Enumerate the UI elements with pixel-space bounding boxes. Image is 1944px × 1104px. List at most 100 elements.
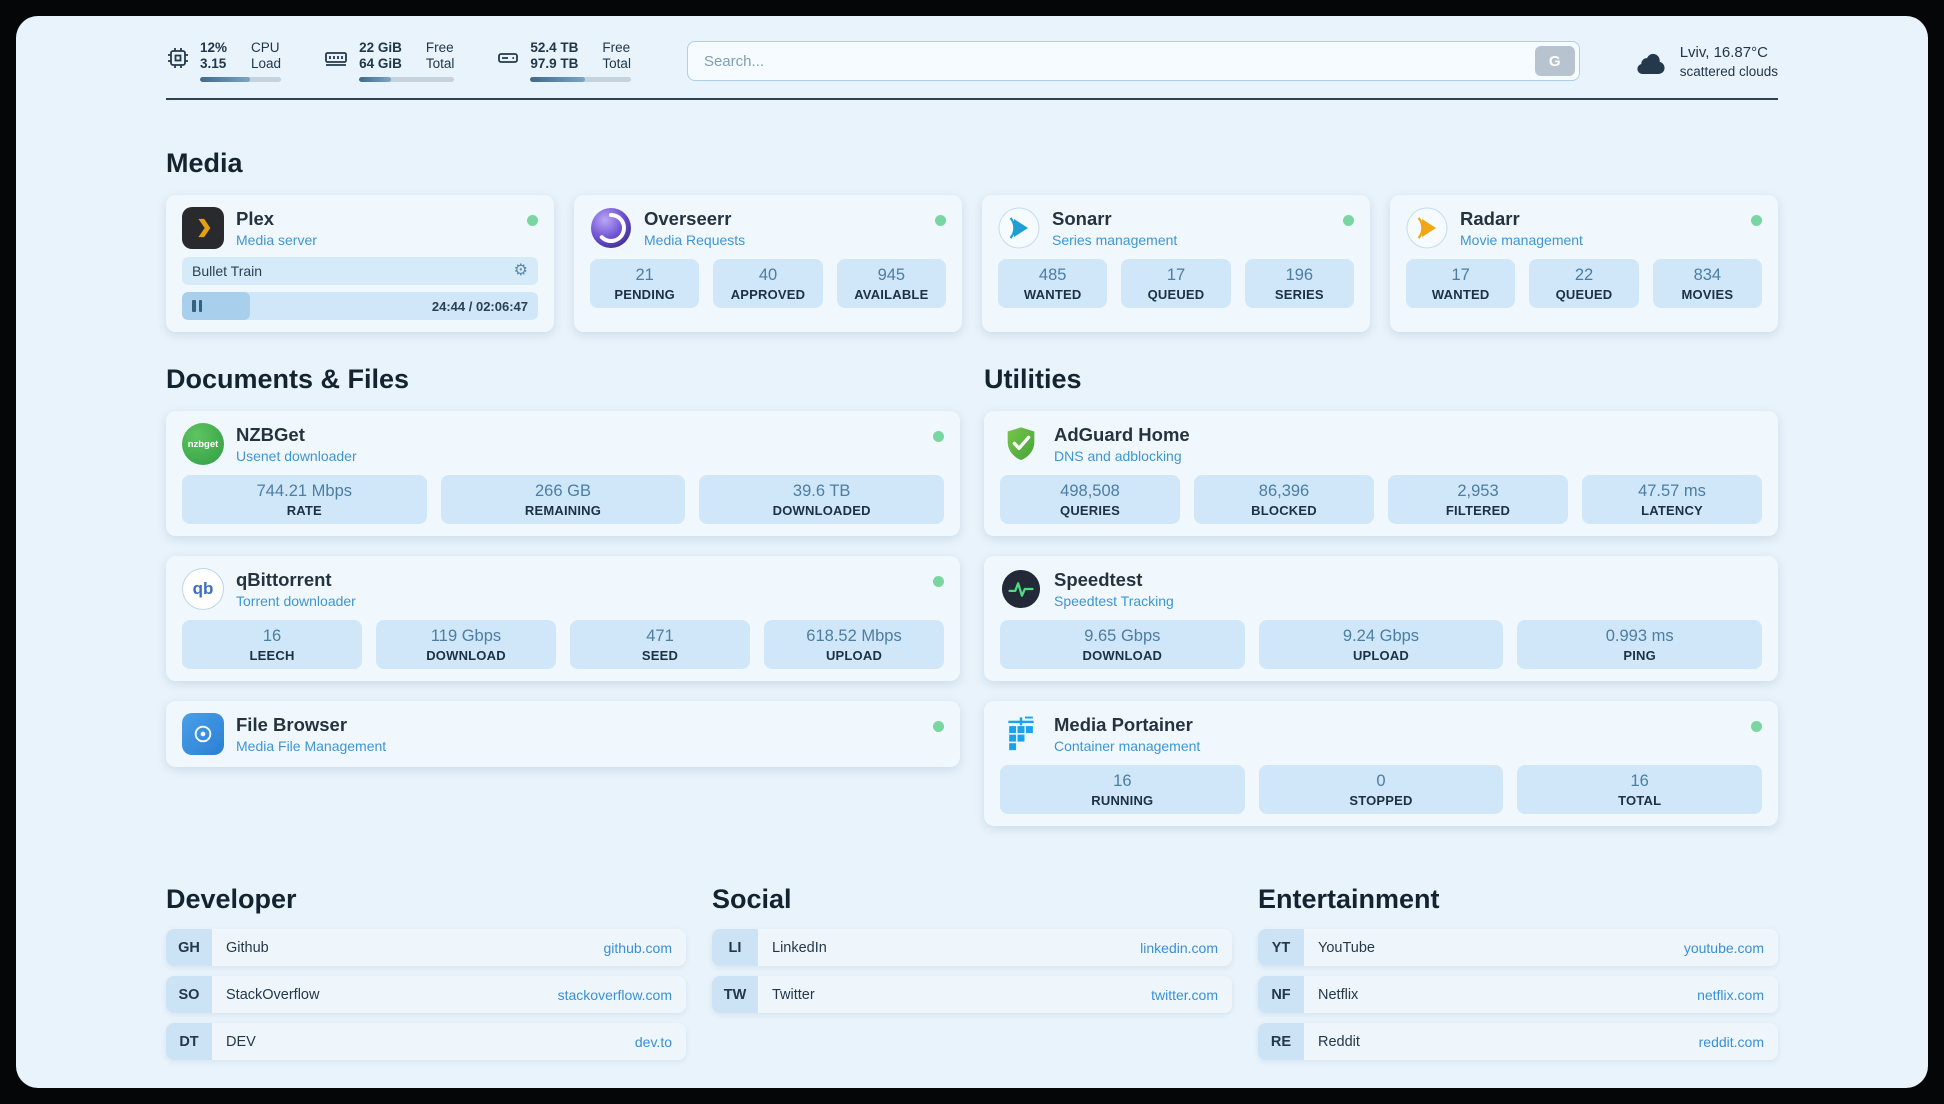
section-title-utilities: Utilities	[984, 364, 1082, 394]
stat-box: 17 WANTED	[1406, 259, 1516, 308]
weather-condition: scattered clouds	[1679, 63, 1778, 79]
sonarr-icon	[998, 207, 1040, 249]
topbar: 12% CPU 3.15 Load 22 GiB	[166, 40, 1778, 82]
bookmark-linkedin[interactable]: LI LinkedIn linkedin.com	[712, 929, 1232, 966]
bookmark-twitter[interactable]: TW Twitter twitter.com	[712, 976, 1232, 1013]
section-title-social: Social	[712, 884, 792, 914]
bookmark-url[interactable]: dev.to	[634, 1033, 672, 1050]
search-engine-button[interactable]: G	[1534, 46, 1575, 76]
bookmark-abbr: RE	[1258, 1023, 1304, 1060]
cpu-label-bottom: Load	[251, 56, 282, 71]
app-card-radarr[interactable]: Radarr Movie management 17 WANTED 22 QUE…	[1390, 195, 1778, 332]
settings-gear-icon[interactable]: ⚙	[513, 262, 528, 279]
cloud-icon	[1637, 53, 1665, 75]
bookmark-url[interactable]: netflix.com	[1697, 986, 1764, 1003]
app-card-sonarr[interactable]: Sonarr Series management 485 WANTED 17 Q…	[982, 195, 1370, 332]
app-card-portainer[interactable]: Media Portainer Container management 16 …	[984, 701, 1778, 826]
bookmark-reddit[interactable]: RE Reddit reddit.com	[1258, 1023, 1778, 1060]
ram-icon	[325, 52, 347, 66]
bookmark-name: YouTube	[1318, 939, 1375, 956]
dashboard-frame: 12% CPU 3.15 Load 22 GiB	[16, 16, 1928, 1088]
section-title-entertainment: Entertainment	[1258, 884, 1440, 914]
playback-progress-bar[interactable]: 24:44 / 02:06:47	[182, 292, 538, 320]
section-media: Media Plex Media server	[166, 148, 1778, 332]
storage-progress-track	[530, 77, 631, 82]
cpu-chip-icon	[168, 48, 188, 68]
storage-total-value: 97.9 TB	[530, 56, 579, 71]
cpu-load-value: 3.15	[200, 56, 227, 71]
pause-icon[interactable]	[192, 300, 202, 312]
stat-box: 17 QUEUED	[1121, 259, 1231, 308]
app-card-nzbget[interactable]: nzbget NZBGet Usenet downloader 744.21 M…	[166, 411, 960, 536]
app-name: qBittorrent	[236, 569, 332, 590]
storage-label-bottom: Total	[602, 56, 631, 71]
bookmark-abbr: GH	[166, 929, 212, 966]
cpu-monitor: 12% CPU 3.15 Load	[166, 40, 282, 82]
app-subtitle: Container management	[1054, 738, 1201, 754]
bookmark-stackoverflow[interactable]: SO StackOverflow stackoverflow.com	[166, 976, 686, 1013]
stat-box: 22 QUEUED	[1529, 259, 1639, 308]
now-playing-title: Bullet Train	[192, 263, 263, 279]
app-name: Sonarr	[1052, 208, 1112, 229]
app-card-qbittorrent[interactable]: qb qBittorrent Torrent downloader 16	[166, 556, 960, 681]
portainer-icon	[1000, 713, 1042, 755]
app-name: NZBGet	[236, 424, 305, 445]
status-dot	[1751, 215, 1762, 226]
storage-progress-fill	[530, 77, 585, 82]
hard-drive-icon	[498, 53, 519, 63]
app-card-adguard[interactable]: AdGuard Home DNS and adblocking 498,508 …	[984, 411, 1778, 536]
qbittorrent-icon: qb	[182, 568, 224, 610]
search-input[interactable]	[686, 41, 1580, 81]
section-documents: Documents & Files nzbget NZBGet Usenet d…	[166, 364, 960, 767]
stat-box: 196 SERIES	[1244, 259, 1354, 308]
app-name: AdGuard Home	[1054, 424, 1190, 445]
status-dot	[935, 215, 946, 226]
bookmark-url[interactable]: linkedin.com	[1140, 939, 1218, 956]
app-card-plex[interactable]: Plex Media server Bullet Train ⚙ 24:44 /…	[166, 195, 554, 332]
cpu-progress-fill	[200, 77, 251, 82]
status-dot	[1343, 215, 1354, 226]
bookmark-name: LinkedIn	[772, 939, 827, 956]
app-subtitle: Speedtest Tracking	[1054, 593, 1174, 609]
bookmark-url[interactable]: reddit.com	[1698, 1033, 1764, 1050]
section-developer: Developer GH Github github.com SO StackO…	[166, 884, 686, 1060]
storage-monitor: 52.4 TB Free 97.9 TB Total	[496, 40, 631, 82]
bookmark-url[interactable]: youtube.com	[1683, 939, 1764, 956]
bookmark-url[interactable]: github.com	[603, 939, 672, 956]
app-card-filebrowser[interactable]: File Browser Media File Management	[166, 701, 960, 767]
bookmark-github[interactable]: GH Github github.com	[166, 929, 686, 966]
stat-box: 9.24 Gbps UPLOAD	[1258, 620, 1504, 669]
status-dot	[527, 215, 538, 226]
app-card-speedtest[interactable]: Speedtest Speedtest Tracking 9.65 Gbps D…	[984, 556, 1778, 681]
weather-widget: Lviv, 16.87°C scattered clouds	[1632, 44, 1778, 79]
app-subtitle: DNS and adblocking	[1054, 448, 1182, 464]
cpu-progress-track	[200, 77, 282, 82]
bookmark-abbr: TW	[712, 976, 758, 1013]
stat-box: 39.6 TB DOWNLOADED	[699, 475, 944, 524]
memory-label-bottom: Total	[425, 56, 455, 71]
nzbget-icon: nzbget	[182, 423, 224, 465]
stat-box: 47.57 ms LATENCY	[1582, 475, 1762, 524]
stat-box: 119 Gbps DOWNLOAD	[376, 620, 556, 669]
bookmark-url[interactable]: twitter.com	[1151, 986, 1218, 1003]
topbar-divider	[166, 98, 1778, 100]
bookmark-url[interactable]: stackoverflow.com	[557, 986, 672, 1003]
media-card-grid: Plex Media server Bullet Train ⚙ 24:44 /…	[166, 195, 1778, 332]
memory-total-value: 64 GiB	[359, 56, 402, 71]
bookmark-netflix[interactable]: NF Netflix netflix.com	[1258, 976, 1778, 1013]
bookmark-dev[interactable]: DT DEV dev.to	[166, 1023, 686, 1060]
bookmark-abbr: DT	[166, 1023, 212, 1060]
app-card-overseerr[interactable]: Overseerr Media Requests 21 PENDING 40 A…	[574, 195, 962, 332]
filebrowser-icon	[182, 713, 224, 755]
app-subtitle: Series management	[1052, 232, 1178, 248]
stat-box: 40 APPROVED	[713, 259, 823, 308]
storage-label-top: Free	[602, 40, 631, 55]
plex-icon	[182, 207, 224, 249]
app-name: Plex	[236, 208, 275, 229]
memory-monitor: 22 GiB Free 64 GiB Total	[323, 40, 455, 82]
weather-location: Lviv, 16.87°C	[1679, 43, 1768, 61]
bookmark-youtube[interactable]: YT YouTube youtube.com	[1258, 929, 1778, 966]
app-subtitle: Movie management	[1460, 232, 1583, 248]
stat-box: 21 PENDING	[590, 259, 700, 308]
app-name: File Browser	[236, 714, 348, 735]
